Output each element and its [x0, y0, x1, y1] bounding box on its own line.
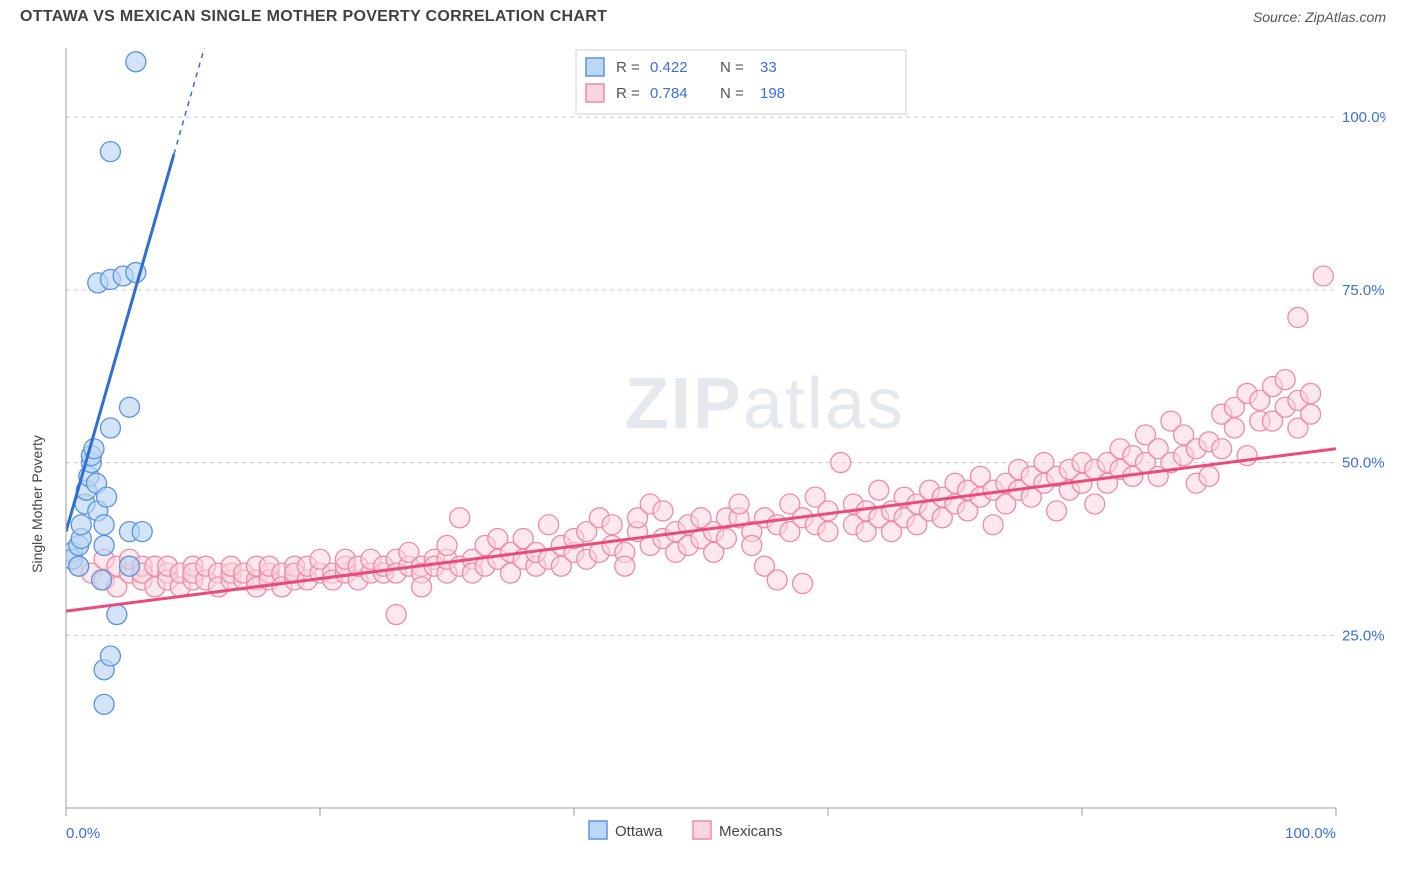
- mexicans-point: [437, 535, 457, 555]
- ottawa-point: [100, 646, 120, 666]
- ottawa-point: [71, 515, 91, 535]
- mexicans-point: [1301, 383, 1321, 403]
- header: OTTAWA VS MEXICAN SINGLE MOTHER POVERTY …: [0, 0, 1406, 30]
- legend-bottom-swatch: [693, 821, 711, 839]
- ottawa-point: [69, 556, 89, 576]
- source-label: Source: ZipAtlas.com: [1253, 9, 1386, 25]
- x-tick-label: 0.0%: [66, 825, 100, 842]
- mexicans-point: [818, 522, 838, 542]
- ottawa-point: [94, 515, 114, 535]
- mexicans-trend-line: [66, 449, 1336, 611]
- y-grid-label: 50.0%: [1342, 455, 1385, 472]
- legend-bottom-label: Ottawa: [615, 823, 663, 840]
- ottawa-point: [94, 535, 114, 555]
- ottawa-point: [107, 605, 127, 625]
- mexicans-point: [602, 515, 622, 535]
- legend-bottom-swatch: [589, 821, 607, 839]
- mexicans-point: [869, 480, 889, 500]
- mexicans-point: [1288, 307, 1308, 327]
- watermark: ZIPatlas: [625, 364, 905, 444]
- x-tick-label: 100.0%: [1285, 825, 1336, 842]
- mexicans-point: [386, 605, 406, 625]
- scatter-chart: 25.0% 50.0% 75.0% 100.0% ZIPatlas 0.0% 100.0% S…: [20, 34, 1386, 874]
- ottawa-point: [97, 487, 117, 507]
- mexicans-point: [831, 453, 851, 473]
- ottawa-point: [120, 556, 140, 576]
- mexicans-point: [1085, 494, 1105, 514]
- mexicans-point: [1275, 370, 1295, 390]
- legend-text: 0.784: [650, 85, 688, 102]
- mexicans-point: [653, 501, 673, 521]
- chart-title: OTTAWA VS MEXICAN SINGLE MOTHER POVERTY …: [20, 8, 607, 26]
- mexicans-point: [818, 501, 838, 521]
- legend-text: N =: [720, 59, 744, 76]
- mexicans-point: [615, 556, 635, 576]
- legend-text: 33: [760, 59, 777, 76]
- y-axis-label: Single Mother Poverty: [29, 435, 45, 573]
- legend-bottom-label: Mexicans: [719, 823, 782, 840]
- y-grid-label: 25.0%: [1342, 627, 1385, 644]
- legend-swatch: [586, 84, 604, 102]
- ottawa-point: [94, 694, 114, 714]
- mexicans-point: [793, 573, 813, 593]
- ottawa-point: [92, 570, 112, 590]
- mexicans-point: [539, 515, 559, 535]
- legend-text: N =: [720, 85, 744, 102]
- ottawa-point: [120, 397, 140, 417]
- mexicans-point: [742, 535, 762, 555]
- mexicans-point: [1212, 439, 1232, 459]
- mexicans-point: [1199, 466, 1219, 486]
- mexicans-point: [716, 529, 736, 549]
- legend-text: 0.422: [650, 59, 688, 76]
- mexicans-point: [767, 570, 787, 590]
- mexicans-point: [1237, 446, 1257, 466]
- ottawa-point: [126, 52, 146, 72]
- y-grid-label: 75.0%: [1342, 282, 1385, 299]
- ottawa-point: [100, 142, 120, 162]
- mexicans-point: [729, 494, 749, 514]
- mexicans-point: [1047, 501, 1067, 521]
- legend-text: 198: [760, 85, 785, 102]
- ottawa-point: [132, 522, 152, 542]
- legend-swatch: [586, 58, 604, 76]
- ottawa-trend-line-dashed: [174, 34, 244, 154]
- mexicans-point: [1301, 404, 1321, 424]
- legend-text: R =: [616, 59, 640, 76]
- mexicans-point: [412, 577, 432, 597]
- svg-text:ZIPatlas: ZIPatlas: [625, 364, 905, 444]
- ottawa-trend-line: [66, 154, 174, 532]
- chart-container: 25.0% 50.0% 75.0% 100.0% ZIPatlas 0.0% 100.0% S…: [20, 34, 1386, 874]
- ottawa-point: [100, 418, 120, 438]
- mexicans-point: [450, 508, 470, 528]
- legend-text: R =: [616, 85, 640, 102]
- mexicans-point: [983, 515, 1003, 535]
- mexicans-point: [1313, 266, 1333, 286]
- mexicans-point: [1224, 418, 1244, 438]
- y-grid-label: 100.0%: [1342, 109, 1386, 126]
